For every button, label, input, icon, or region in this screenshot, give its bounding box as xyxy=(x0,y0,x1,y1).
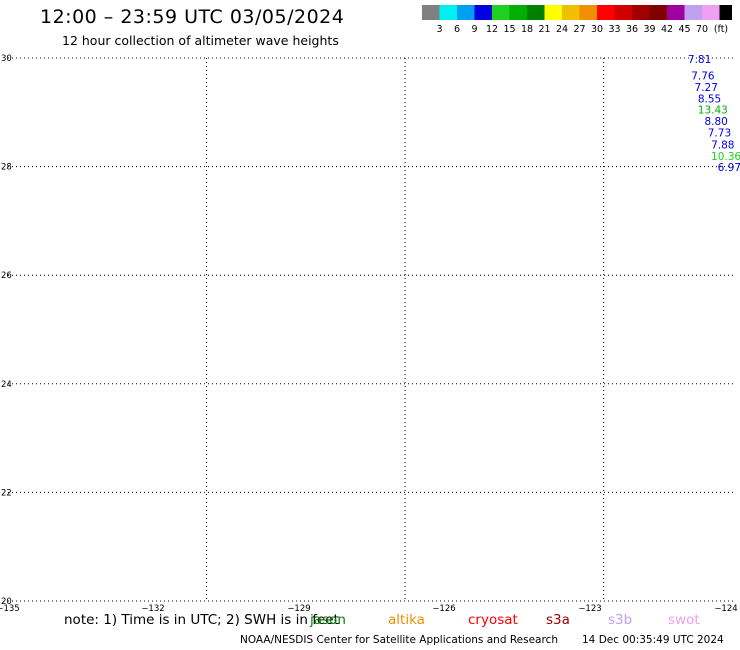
data-points: 7.81 7.767.278.5513.438.807.737.8810.366.… xyxy=(688,54,740,174)
colorbar-unit-label: (ft) xyxy=(714,24,728,35)
colorbar-swatch xyxy=(614,5,632,20)
colorbar-tick-label: 42 xyxy=(661,24,673,35)
wave-height-point: 10.36 xyxy=(711,151,740,163)
y-tick-label: 20 xyxy=(1,597,12,607)
page-title: 12:00 – 23:59 UTC 03/05/2024 xyxy=(40,6,345,28)
wave-height-point: 7.81 xyxy=(688,54,711,66)
wave-height-point: 8.80 xyxy=(704,116,727,128)
x-tick-label: −123 xyxy=(578,604,601,614)
colorbar-tick-label: 36 xyxy=(626,24,638,35)
generation-timestamp: 14 Dec 00:35:49 UTC 2024 xyxy=(582,634,724,646)
colorbar-swatch xyxy=(422,5,440,20)
wave-height-point: 7.27 xyxy=(695,82,718,94)
mission-legend-item: s3b xyxy=(608,612,633,628)
mission-legend-item: s3a xyxy=(546,612,570,628)
colorbar-swatch xyxy=(667,5,685,20)
mission-legend-item: altika xyxy=(388,612,425,628)
color-scale-legend: 3 6 9 12 15 18 21 24 27 30 33 36 39 42 45 70 (ft) xyxy=(422,5,732,35)
colorbar-swatch xyxy=(562,5,580,20)
colorbar-swatch xyxy=(649,5,667,20)
wave-height-point: 7.88 xyxy=(711,139,734,151)
colorbar-tick-label: 45 xyxy=(678,24,690,35)
x-tick-label: −126 xyxy=(432,604,455,614)
colorbar-swatch xyxy=(527,5,545,20)
colorbar-tick-label: 21 xyxy=(538,24,550,35)
colorbar-tick-label: 6 xyxy=(454,24,460,35)
mission-legend-item: cryosat xyxy=(468,612,518,628)
wave-height-point: 6.97 xyxy=(718,162,740,174)
mission-legend-item: swot xyxy=(668,612,700,628)
y-tick-label: 30 xyxy=(1,54,12,64)
mission-legend-item: jason xyxy=(310,612,346,628)
colorbar-swatch xyxy=(457,5,475,20)
colorbar-tick-label: 12 xyxy=(486,24,498,35)
colorbar-swatch xyxy=(684,5,702,20)
colorbar-swatch xyxy=(439,5,457,20)
wave-height-point: 8.55 xyxy=(698,93,721,105)
colorbar-swatch xyxy=(579,5,597,20)
colorbar-tick-label: 24 xyxy=(556,24,568,35)
colorbar-tick-label: 15 xyxy=(503,24,515,35)
credit-line: NOAA/NESDIS Center for Satellite Applica… xyxy=(240,634,558,646)
x-tick-label: −124 xyxy=(714,604,737,614)
colorbar-swatch xyxy=(544,5,562,20)
colorbar-swatch xyxy=(632,5,650,20)
wave-height-point: 7.76 xyxy=(691,70,715,82)
colorbar-tick-label: 39 xyxy=(643,24,655,35)
page-subtitle: 12 hour collection of altimeter wave hei… xyxy=(62,33,339,48)
x-tick-label: −129 xyxy=(287,604,310,614)
y-tick-label: 26 xyxy=(1,271,12,281)
plot-area: 20 22 24 26 28 30 −135 −132 −129 −126 −123 −124 xyxy=(0,54,738,614)
colorbar-tick-label: 33 xyxy=(608,24,620,35)
colorbar-tick-label: 3 xyxy=(436,24,442,35)
colorbar-tick-label: 9 xyxy=(471,24,477,35)
y-tick-label: 24 xyxy=(1,380,12,390)
colorbar-tick-label: 30 xyxy=(591,24,603,35)
y-tick-label: 22 xyxy=(1,488,12,498)
colorbar-swatch xyxy=(597,5,615,20)
colorbar-tick-label: 70 xyxy=(696,24,708,35)
y-tick-label: 28 xyxy=(1,163,12,173)
colorbar-tick-label: 18 xyxy=(521,24,533,35)
wave-height-point: 13.43 xyxy=(698,105,728,117)
x-tick-label: −132 xyxy=(141,604,164,614)
x-tick-label: −135 xyxy=(0,604,20,614)
colorbar-swatch xyxy=(719,5,732,20)
colorbar-swatch xyxy=(509,5,527,20)
colorbar-swatch xyxy=(702,5,720,20)
colorbar-swatch xyxy=(492,5,510,20)
footnote: note: 1) Time is in UTC; 2) SWH is in fe… xyxy=(64,612,339,628)
colorbar-swatch xyxy=(474,5,492,20)
colorbar-tick-label: 27 xyxy=(573,24,585,35)
wave-height-point: 7.73 xyxy=(708,127,731,139)
